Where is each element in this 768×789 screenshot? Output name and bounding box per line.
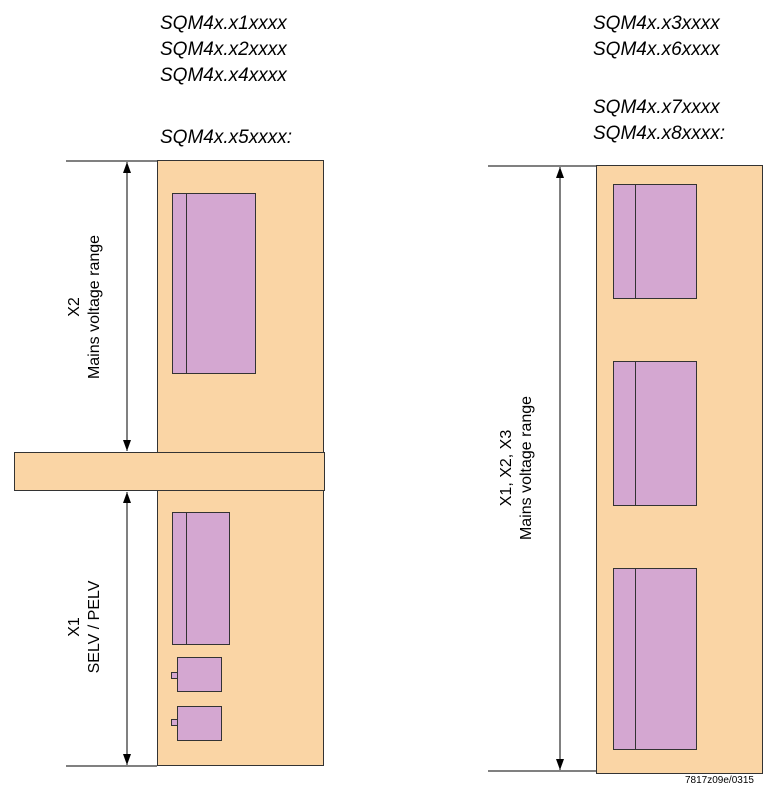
x2-voltage-label: Mains voltage range xyxy=(86,234,103,380)
left-model-3: SQM4x.x4xxxx xyxy=(160,65,287,86)
x2-terminal-label: X2 xyxy=(66,297,83,317)
left-small-terminal-1-pin xyxy=(171,672,178,679)
right-model-4: SQM4x.x8xxxx: xyxy=(593,123,725,144)
right-model-1: SQM4x.x3xxxx xyxy=(593,13,720,34)
left-module-upper xyxy=(172,193,256,374)
reference-code: 7817z09e/0315 xyxy=(685,775,754,786)
left-model-4: SQM4x.x5xxxx: xyxy=(160,127,292,148)
right-module-1 xyxy=(613,184,697,299)
right-module-2 xyxy=(613,361,697,506)
right-model-3: SQM4x.x7xxxx xyxy=(593,97,720,118)
x1-zone-label: X1 SELV / PELV xyxy=(65,581,105,674)
x1-voltage-label: SELV / PELV xyxy=(86,580,103,674)
left-module-lower xyxy=(172,512,230,645)
right-module-3 xyxy=(613,568,697,750)
left-small-terminal-1 xyxy=(177,657,222,692)
right-model-2: SQM4x.x6xxxx xyxy=(593,39,720,60)
x1-terminal-label: X1 xyxy=(66,617,83,637)
mains-terminal-label: X1, X2, X3 xyxy=(498,429,515,507)
mains-voltage-label: Mains voltage range xyxy=(518,395,535,541)
left-small-terminal-2-pin xyxy=(171,719,178,726)
separator-strip xyxy=(14,452,325,491)
left-small-terminal-2 xyxy=(177,706,222,741)
left-model-1: SQM4x.x1xxxx xyxy=(160,13,287,34)
left-model-2: SQM4x.x2xxxx xyxy=(160,39,287,60)
mains-zone-label: X1, X2, X3 Mains voltage range xyxy=(497,396,537,540)
x2-zone-label: X2 Mains voltage range xyxy=(65,235,105,379)
